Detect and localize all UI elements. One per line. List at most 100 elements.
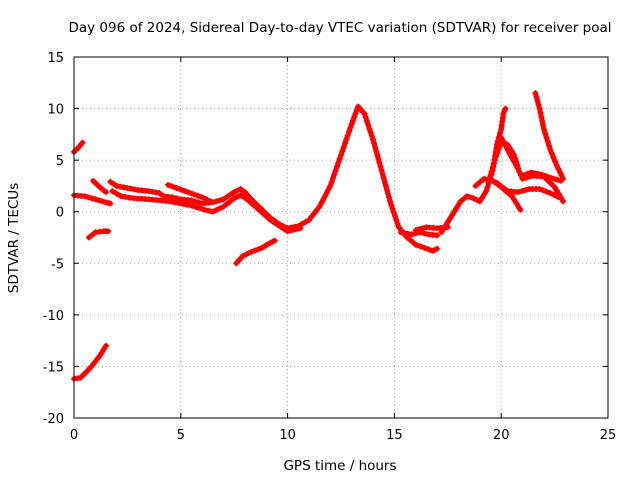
data-point <box>493 153 500 160</box>
data-point <box>118 193 124 200</box>
data-point <box>195 199 202 206</box>
data-point <box>205 207 212 214</box>
data-point <box>497 182 504 189</box>
data-point <box>446 215 453 222</box>
data-point <box>358 107 365 114</box>
data-point <box>379 171 386 178</box>
data-point <box>220 203 227 210</box>
data-point <box>517 206 524 213</box>
data-point <box>367 129 374 136</box>
x-axis-ticks: 0 5 10 15 20 25 <box>70 57 616 443</box>
data-point <box>79 139 86 146</box>
series-seg-m <box>438 105 509 236</box>
x-tick-label: 25 <box>600 428 617 443</box>
data-point <box>531 170 538 177</box>
chart-title: Day 096 of 2024, Sidereal Day-to-day VTE… <box>68 20 611 36</box>
data-point <box>378 167 385 174</box>
data-point <box>540 126 547 133</box>
data-point <box>177 186 184 193</box>
data-point <box>547 174 554 181</box>
data-point <box>540 187 547 194</box>
data-point <box>334 163 340 170</box>
data-point <box>511 158 517 165</box>
data-point <box>107 178 114 185</box>
data-point <box>502 105 509 112</box>
data-point <box>165 181 171 188</box>
data-point <box>501 185 507 192</box>
data-point <box>390 209 397 216</box>
data-point <box>421 230 428 237</box>
data-point <box>401 230 408 236</box>
data-point <box>539 117 546 124</box>
data-point <box>533 94 540 100</box>
data-point <box>519 172 526 179</box>
series-seg-e <box>71 342 109 382</box>
data-point <box>88 195 95 202</box>
data-point <box>248 248 255 255</box>
data-point <box>339 148 346 155</box>
y-tick-label: 10 <box>47 103 64 118</box>
data-point <box>328 179 335 186</box>
data-point <box>417 243 423 250</box>
data-point <box>90 177 97 184</box>
data-point <box>518 188 525 195</box>
y-tick-label: 0 <box>56 206 64 221</box>
data-point <box>93 180 100 187</box>
data-point <box>476 198 483 205</box>
data-point <box>325 186 332 193</box>
data-point <box>538 171 545 178</box>
data-point <box>488 168 495 175</box>
series-seg-r <box>532 90 567 182</box>
data-point <box>467 194 474 201</box>
data-point <box>350 117 356 124</box>
data-point <box>302 219 309 225</box>
data-point <box>371 140 378 147</box>
data-point <box>543 173 550 180</box>
data-point <box>542 130 549 137</box>
data-point <box>182 188 189 195</box>
data-point <box>544 138 551 145</box>
data-point <box>515 203 522 210</box>
data-point <box>375 155 382 162</box>
data-point <box>434 245 441 252</box>
data-point <box>348 121 355 127</box>
data-point <box>194 192 201 199</box>
data-point <box>547 146 554 153</box>
data-point <box>171 199 178 206</box>
series-band <box>438 106 508 235</box>
data-point <box>217 205 223 212</box>
data-point <box>255 246 262 253</box>
data-point <box>236 256 243 263</box>
data-point <box>523 171 530 178</box>
data-point <box>113 190 120 197</box>
data-point <box>344 132 351 139</box>
data-point <box>479 195 485 201</box>
data-point <box>494 149 501 156</box>
x-tick-label: 20 <box>493 428 510 443</box>
data-point <box>397 229 404 236</box>
y-tick-label: -15 <box>43 360 64 375</box>
data-point <box>323 189 330 196</box>
data-point <box>491 157 498 164</box>
data-point <box>421 244 428 251</box>
data-point <box>240 194 247 201</box>
data-point <box>343 136 350 143</box>
data-point <box>103 189 109 196</box>
data-point <box>455 201 462 208</box>
data-point <box>241 189 248 196</box>
data-point <box>495 146 502 152</box>
data-point <box>306 217 312 223</box>
data-point <box>87 365 93 371</box>
data-point <box>261 211 268 218</box>
data-point <box>513 162 520 169</box>
data-point <box>318 200 325 207</box>
grid <box>74 57 608 418</box>
series-seg-f <box>107 103 402 232</box>
data-point <box>231 189 238 196</box>
data-point <box>209 208 216 215</box>
data-point <box>351 114 358 120</box>
data-point <box>368 132 375 139</box>
data-point <box>197 205 203 212</box>
y-axis-label: SDTVAR / TECUs <box>6 183 22 293</box>
data-point <box>201 206 208 213</box>
